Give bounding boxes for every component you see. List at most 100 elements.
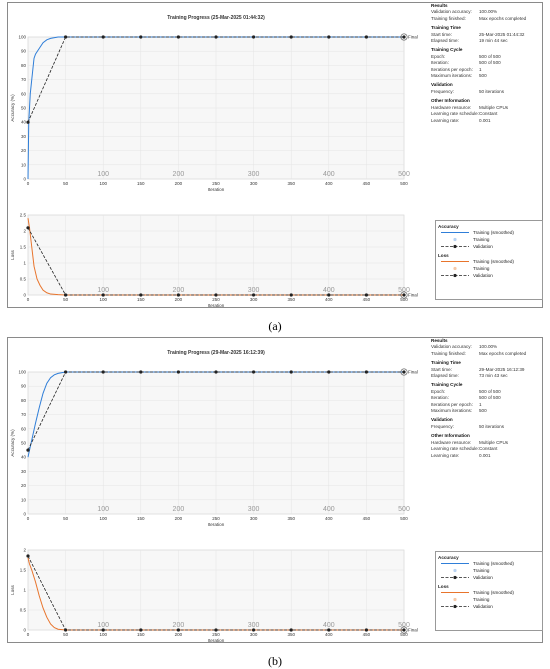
x-tick-label: 300: [250, 632, 258, 637]
training-info-panel-b: Results Validation accuracy: 100.00% Traini…: [431, 338, 543, 642]
validation-point: [402, 293, 406, 297]
legend-swatch: [441, 563, 469, 564]
x-axis-label: Iteration: [208, 522, 225, 527]
info-value: 1: [479, 66, 482, 72]
legend-label: Training: [473, 597, 490, 602]
info-key: Iteration:: [431, 395, 449, 401]
y-tick-label: 50: [21, 106, 27, 111]
y-tick-label: 0.5: [20, 608, 27, 613]
info-row: Validation accuracy: 100.00%: [431, 9, 543, 15]
x-tick-label: 300: [250, 181, 258, 186]
y-tick-label: 20: [21, 483, 27, 488]
legend-label: Training: [473, 568, 490, 573]
validation-point: [101, 628, 105, 632]
info-section-heading: Training Time: [431, 360, 461, 366]
x-tick-label: 150: [137, 632, 145, 637]
legend-dot: [453, 575, 457, 580]
epoch-label: 500: [398, 171, 410, 178]
y-tick-label: 90: [21, 384, 27, 389]
validation-point: [176, 293, 180, 297]
legend-swatch: [453, 568, 457, 573]
training-smoothed-line: [27, 36, 404, 180]
y-tick-label: 80: [21, 398, 27, 403]
x-tick-label: 100: [99, 632, 107, 637]
legend-swatch: [453, 597, 457, 602]
epoch-label: 500: [398, 287, 410, 294]
x-tick-label: 450: [363, 516, 371, 521]
x-tick-label: 150: [137, 297, 145, 302]
final-label: Final: [408, 370, 418, 375]
validation-point: [252, 370, 256, 374]
validation-point: [101, 370, 105, 374]
y-tick-label: 10: [21, 497, 27, 502]
legend-heading-loss: Loss: [438, 584, 449, 589]
x-tick-label: 50: [63, 181, 69, 186]
plot-legend-a: Accuracy Training (smoothed) Training Valid…: [435, 220, 543, 300]
info-key: Training finished:: [431, 15, 466, 21]
validation-point: [214, 293, 218, 297]
training-progress-window-b: 0 50 100 150 200 250 300 350 400 450 500 0 10 20 30 40 5…: [7, 337, 543, 643]
y-tick-label: 30: [21, 134, 27, 139]
epoch-label: 100: [97, 622, 109, 629]
validation-point: [101, 35, 105, 39]
x-axis-label: Iteration: [208, 303, 225, 307]
legend-swatch: [453, 266, 457, 271]
final-marker: [400, 33, 408, 41]
validation-point: [402, 628, 406, 632]
epoch-label: 300: [248, 506, 260, 513]
y-axis-label: Accuracy (%): [10, 429, 15, 457]
validation-point: [252, 35, 256, 39]
validation-point: [26, 554, 30, 558]
x-tick-label: 400: [325, 297, 333, 302]
epoch-label: 200: [173, 171, 185, 178]
info-key: Iterations per epoch:: [431, 401, 473, 407]
y-tick-label: 20: [21, 148, 27, 153]
info-key: Learning rate:: [431, 452, 460, 458]
y-tick-label: 1: [23, 261, 26, 266]
epoch-label: 200: [173, 506, 185, 513]
x-tick-label: 250: [212, 632, 220, 637]
epoch-label: 200: [173, 287, 185, 294]
y-axis-label: Loss: [10, 249, 15, 259]
y-tick-label: 30: [21, 469, 27, 474]
info-section-heading: Results: [431, 338, 448, 343]
legend-dot: [453, 237, 457, 242]
epoch-label: 100: [97, 171, 109, 178]
x-tick-label: 500: [400, 297, 408, 302]
legend-swatch: [441, 592, 469, 593]
info-key: Training finished:: [431, 350, 466, 356]
info-key: Elapsed time:: [431, 373, 459, 379]
legend-label: Validation: [473, 273, 493, 278]
info-value: 100.00%: [479, 344, 498, 350]
info-value: Multiple CPUs: [479, 104, 509, 110]
y-tick-label: 40: [21, 455, 27, 460]
validation-point: [327, 628, 331, 632]
epoch-label: 300: [248, 622, 260, 629]
legend-heading-accuracy: Accuracy: [438, 224, 459, 229]
legend-item: Training: [436, 596, 542, 603]
validation-point: [64, 628, 68, 632]
figure-caption-b: (b): [268, 654, 282, 668]
info-row: Training finished: Max epochs completed: [431, 351, 543, 357]
x-tick-label: 250: [212, 516, 220, 521]
validation-point: [64, 293, 68, 297]
x-tick-label: 400: [325, 516, 333, 521]
validation-point: [252, 628, 256, 632]
info-row: Start time: 25-Mar-2025 01:44:32: [431, 32, 543, 38]
validation-point: [101, 293, 105, 297]
x-tick-label: 350: [287, 181, 295, 186]
info-section-heading: Training Cycle: [431, 47, 463, 53]
info-row: Epoch: 500 of 500: [431, 54, 543, 60]
validation-point: [26, 226, 30, 230]
legend-label: Validation: [473, 575, 493, 580]
info-row: Frequency: 50 iterations: [431, 89, 543, 95]
info-row: Epoch: 500 of 500: [431, 389, 543, 395]
validation-point: [289, 628, 293, 632]
validation-line: [27, 371, 404, 451]
legend-item: Training: [436, 265, 542, 272]
epoch-label: 400: [323, 622, 335, 629]
validation-point: [64, 370, 68, 374]
info-value: 500 of 500: [479, 60, 501, 66]
info-row: Hardware resource: Multiple CPUs: [431, 440, 543, 446]
final-label: Final: [408, 628, 418, 633]
